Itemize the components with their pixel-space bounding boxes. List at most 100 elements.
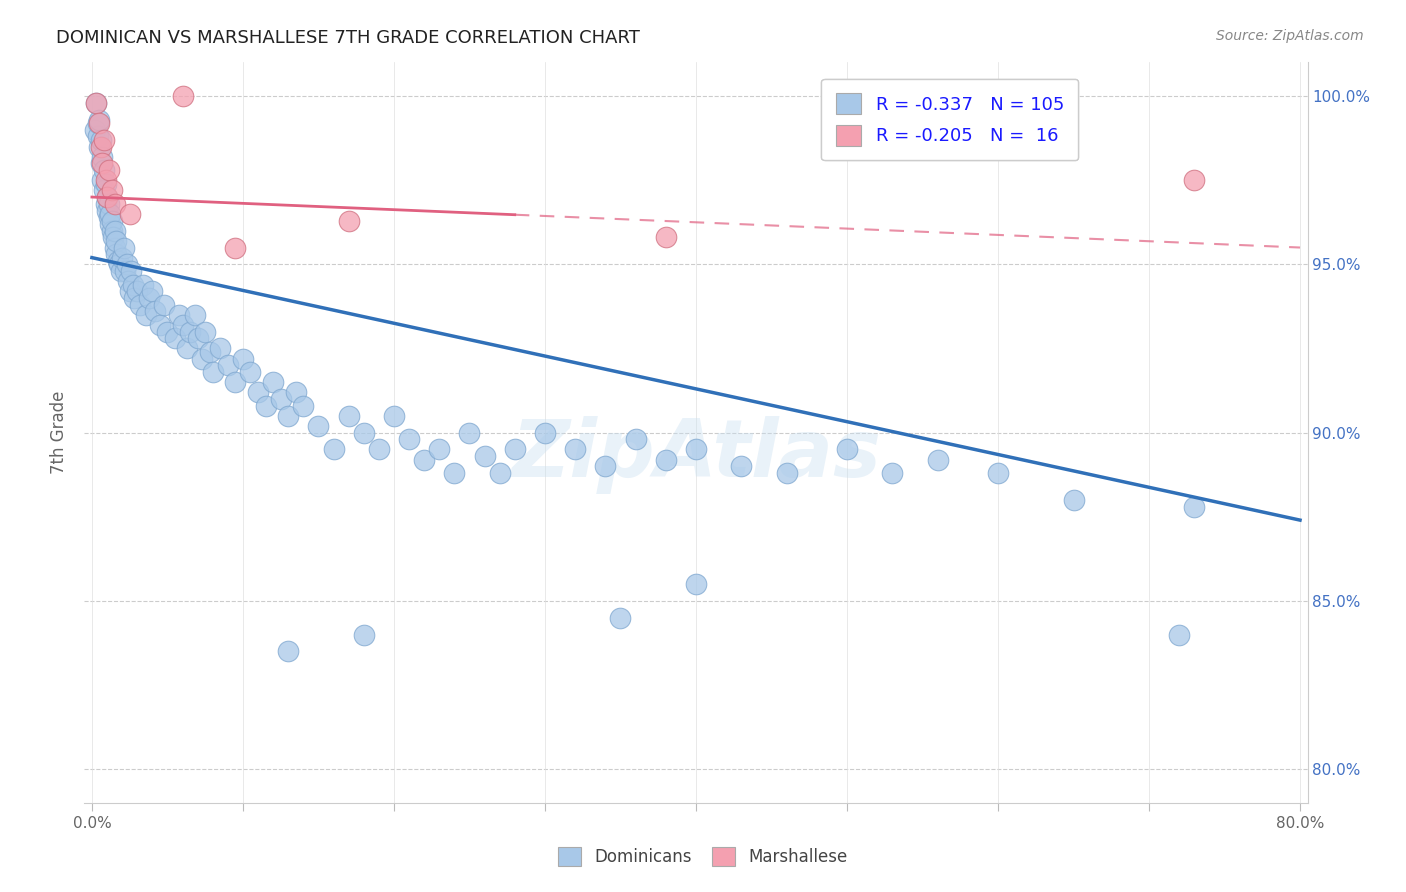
Point — [96, 203, 118, 218]
Point — [427, 442, 450, 457]
Point — [115, 257, 138, 271]
Point — [488, 466, 510, 480]
Point — [90, 133, 112, 147]
Point — [163, 331, 186, 345]
Point — [209, 342, 232, 356]
Point — [927, 452, 949, 467]
Point — [685, 577, 707, 591]
Point — [132, 277, 155, 292]
Point — [198, 344, 221, 359]
Point — [564, 442, 586, 457]
Point — [284, 385, 307, 400]
Text: ZipAtlas: ZipAtlas — [510, 416, 882, 494]
Point — [277, 409, 299, 423]
Point — [91, 173, 114, 187]
Point — [103, 241, 125, 255]
Point — [90, 156, 112, 170]
Point — [685, 442, 707, 457]
Point — [114, 264, 136, 278]
Point — [655, 452, 678, 467]
Point — [176, 342, 198, 356]
Point — [129, 298, 152, 312]
Point — [292, 399, 315, 413]
Point — [172, 318, 194, 332]
Point — [110, 264, 132, 278]
Point — [100, 213, 122, 227]
Point — [97, 211, 120, 225]
Point — [118, 207, 141, 221]
Point — [135, 308, 157, 322]
Point — [194, 325, 217, 339]
Point — [103, 224, 125, 238]
Point — [149, 318, 172, 332]
Point — [93, 163, 115, 178]
Point — [1168, 627, 1191, 641]
Legend: Dominicans, Marshallese: Dominicans, Marshallese — [550, 838, 856, 875]
Point — [100, 224, 122, 238]
Point — [187, 331, 209, 345]
Point — [98, 217, 121, 231]
Point — [382, 409, 405, 423]
Point — [1182, 173, 1205, 187]
Point — [224, 241, 246, 255]
Point — [624, 433, 647, 447]
Point — [307, 418, 329, 433]
Point — [143, 304, 166, 318]
Point — [100, 183, 122, 197]
Point — [609, 611, 631, 625]
Point — [138, 291, 160, 305]
Point — [87, 129, 110, 144]
Point — [775, 466, 797, 480]
Point — [105, 247, 128, 261]
Point — [101, 230, 124, 244]
Point — [107, 254, 129, 268]
Point — [262, 375, 284, 389]
Point — [201, 365, 224, 379]
Point — [141, 285, 163, 299]
Point — [103, 196, 125, 211]
Point — [127, 285, 149, 299]
Point — [93, 183, 115, 197]
Point — [730, 459, 752, 474]
Point — [156, 325, 179, 339]
Point — [337, 409, 360, 423]
Point — [89, 139, 111, 153]
Point — [89, 116, 111, 130]
Point — [93, 133, 115, 147]
Point — [108, 257, 131, 271]
Text: DOMINICAN VS MARSHALLESE 7TH GRADE CORRELATION CHART: DOMINICAN VS MARSHALLESE 7TH GRADE CORRE… — [56, 29, 640, 47]
Point — [503, 442, 526, 457]
Point — [655, 230, 678, 244]
Point — [1182, 500, 1205, 514]
Point — [254, 399, 277, 413]
Point — [337, 213, 360, 227]
Point — [353, 627, 375, 641]
Point — [91, 156, 114, 170]
Point — [413, 452, 436, 467]
Point — [277, 644, 299, 658]
Point — [987, 466, 1010, 480]
Point — [239, 365, 262, 379]
Point — [121, 277, 143, 292]
Point — [111, 251, 134, 265]
Y-axis label: 7th Grade: 7th Grade — [51, 391, 69, 475]
Point — [191, 351, 214, 366]
Point — [322, 442, 344, 457]
Point — [153, 298, 176, 312]
Point — [112, 241, 135, 255]
Point — [247, 385, 270, 400]
Point — [353, 425, 375, 440]
Point — [458, 425, 481, 440]
Point — [94, 177, 117, 191]
Point — [534, 425, 557, 440]
Point — [84, 122, 107, 136]
Point — [117, 274, 139, 288]
Point — [232, 351, 254, 366]
Text: Source: ZipAtlas.com: Source: ZipAtlas.com — [1216, 29, 1364, 44]
Point — [367, 442, 389, 457]
Point — [172, 89, 194, 103]
Point — [224, 375, 246, 389]
Point — [97, 196, 120, 211]
Point — [120, 264, 142, 278]
Point — [118, 285, 141, 299]
